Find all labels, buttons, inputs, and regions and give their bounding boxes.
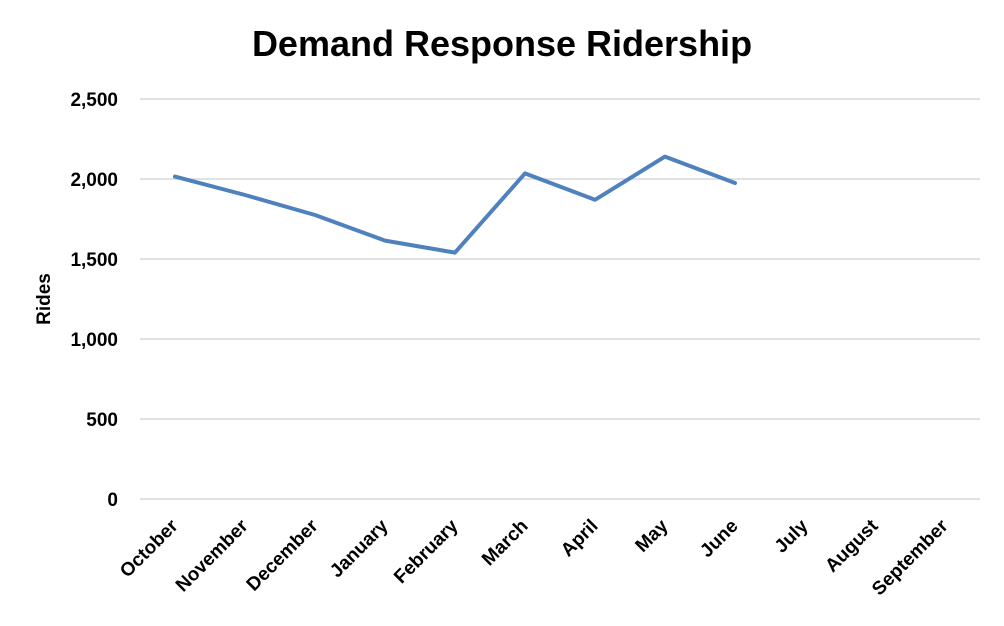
y-axis-label: Rides	[34, 273, 55, 325]
y-axis-ticks: 0 500 1,000 1,500 2,000 2,500	[70, 90, 118, 511]
x-tick-label: June	[696, 516, 742, 562]
y-tick-label: 2,000	[70, 170, 118, 191]
x-tick-label: March	[478, 516, 532, 570]
x-tick-label: August	[821, 515, 883, 577]
y-tick-label: 1,500	[70, 250, 118, 271]
series-line	[173, 154, 737, 255]
y-tick-label: 0	[107, 490, 118, 511]
x-tick-label: September	[868, 515, 953, 600]
x-tick-label: April	[557, 516, 602, 561]
x-tick-label: July	[771, 515, 813, 557]
y-tick-label: 2,500	[70, 90, 118, 111]
chart-title: Demand Response Ridership	[252, 23, 752, 64]
gridlines	[140, 98, 980, 500]
x-tick-label: January	[326, 515, 393, 582]
x-tick-label: February	[390, 515, 463, 588]
y-tick-label: 1,000	[70, 330, 118, 351]
x-tick-label: December	[243, 515, 323, 595]
y-tick-label: 500	[86, 410, 118, 431]
x-tick-label: November	[172, 515, 253, 596]
series-layer	[173, 154, 737, 255]
x-tick-label: May	[632, 515, 673, 556]
x-tick-label: October	[116, 515, 183, 582]
